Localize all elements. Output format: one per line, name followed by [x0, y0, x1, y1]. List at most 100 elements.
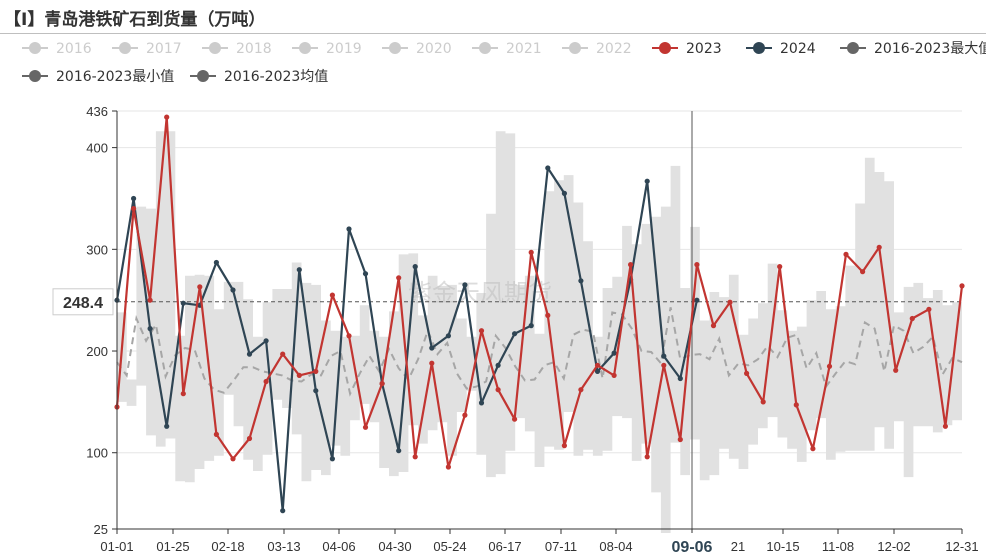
series-2024-point-4	[180, 300, 186, 306]
legend-dot-icon	[389, 42, 401, 54]
series-2024-point-3	[164, 423, 170, 429]
x-axis: 01-01 01-25 02-18 03-13 04-06 04-30 05-24 06-17…	[100, 528, 979, 554]
series-2023-point-12	[313, 368, 319, 374]
series-2023-point-7	[230, 456, 236, 462]
series-2024-point-20	[445, 333, 451, 339]
x-tick-label: 02-18	[211, 539, 244, 554]
series-2023-point-29	[594, 362, 601, 368]
legend-dot-icon	[659, 42, 671, 54]
x-tick-label: 05-24	[433, 539, 466, 554]
legend-label: 2020	[416, 41, 452, 57]
series-2024-point-11	[296, 267, 302, 273]
series-2023-point-39	[760, 399, 766, 405]
legend-label: 2019	[326, 41, 362, 57]
series-2023-point-2	[147, 297, 153, 303]
legend-dot-icon	[479, 42, 491, 54]
series-2024-point-21	[462, 282, 468, 288]
x-tick-label: 06-17	[488, 539, 521, 554]
y-tick-label: 436	[86, 104, 108, 119]
x-tick-label: 04-06	[322, 539, 355, 554]
series-2023-point-33	[661, 362, 667, 368]
mean-polyline	[116, 307, 963, 397]
legend-label: 2017	[146, 41, 182, 57]
series-2024-point-15	[362, 271, 369, 277]
series-2023-point-5	[197, 284, 203, 290]
tooltip-y-box	[52, 288, 114, 316]
series-2023-point-50	[942, 423, 949, 429]
series-2024-point-24	[511, 331, 518, 337]
series-2023-point-34	[677, 436, 683, 443]
series-2024-point-35	[694, 297, 700, 303]
series-2023-point-40	[777, 264, 783, 270]
legend-label: 2016-2023最小值	[56, 69, 174, 85]
series-2024-point-26	[545, 165, 551, 171]
y-tick-label: 200	[86, 344, 108, 359]
legend-dot-icon	[299, 42, 311, 54]
band-area	[117, 131, 962, 535]
series-2023-point-3	[164, 114, 170, 120]
series-2024-point-34	[677, 375, 683, 382]
tooltip-x-box	[660, 533, 724, 557]
series-2024-point-32	[644, 178, 650, 184]
series-2023-line	[115, 115, 964, 469]
series-2023-point-32	[644, 454, 650, 460]
series-2023-point-17	[396, 275, 402, 281]
legend-dot-icon	[753, 42, 765, 54]
legend-label: 2016-2023均值	[224, 69, 328, 85]
series-2023-point-31	[628, 262, 634, 268]
y-axis: 25 100 200 300 400 436	[86, 104, 118, 537]
series-2024-point-22	[478, 400, 485, 406]
series-2024-point-8	[246, 351, 253, 357]
x-tick-label: 04-30	[378, 539, 411, 554]
series-2024-point-25	[528, 323, 534, 329]
legend-item-8: 2024	[746, 41, 816, 57]
series-2024-point-17	[396, 448, 402, 454]
x-tick-label: 07-11	[545, 539, 577, 554]
x-tick-label: 11-08	[822, 539, 854, 554]
legend-item-6: 2022	[562, 41, 632, 57]
legend-dot-icon	[847, 42, 859, 54]
series-2023-point-49	[926, 306, 932, 312]
series-2024-point-12	[313, 388, 319, 394]
series-2023-point-21	[462, 412, 468, 418]
legend-label: 2016-2023最大值	[874, 41, 986, 57]
series-2023-point-10	[280, 351, 286, 357]
series-2023-point-26	[545, 312, 551, 318]
tooltip-x-value: 09-06	[672, 539, 713, 556]
series-2024-point-23	[495, 362, 501, 368]
watermark: 紫金天风期货	[408, 279, 552, 307]
legend-item-11: 2016-2023均值	[190, 69, 328, 85]
series-2023-point-15	[362, 424, 369, 430]
series-2023-point-41	[793, 402, 799, 408]
series-2023-point-43	[826, 363, 833, 369]
y-tick-label: 100	[86, 446, 108, 461]
series-2023-point-48	[909, 315, 915, 322]
series-2023-point-51	[959, 283, 965, 289]
series-2024-point-13	[329, 456, 335, 462]
x-tick-label-partial: 21	[731, 539, 745, 554]
series-2023-point-22	[478, 328, 485, 334]
series-2024-point-30	[611, 350, 617, 356]
series-2023-point-37	[727, 299, 733, 305]
x-tick-label: 01-25	[156, 539, 189, 554]
series-2024-point-19	[429, 345, 435, 351]
series-2023-point-4	[180, 391, 186, 397]
legend-item-7: 2023	[652, 41, 722, 57]
series-2023-point-35	[694, 262, 700, 268]
series-2024-point-6	[213, 259, 219, 266]
series-2023-point-23	[495, 387, 501, 393]
series-2023-point-11	[296, 372, 302, 378]
series-2023-point-13	[329, 292, 335, 298]
series-2024-point-27	[561, 190, 568, 196]
series-2023-point-46	[876, 244, 882, 250]
legend-dot-icon	[209, 42, 221, 54]
series-2024-point-10	[280, 508, 286, 514]
axis-tooltip: 248.4 09-06	[52, 288, 724, 557]
series-2023-point-20	[445, 464, 451, 470]
series-2023-point-47	[893, 367, 899, 373]
series-2024-point-14	[346, 226, 352, 232]
legend-label: 2022	[596, 41, 632, 57]
series-2023-point-9	[263, 378, 269, 385]
legend-label: 2024	[780, 41, 816, 57]
legend-label: 2018	[236, 41, 272, 57]
